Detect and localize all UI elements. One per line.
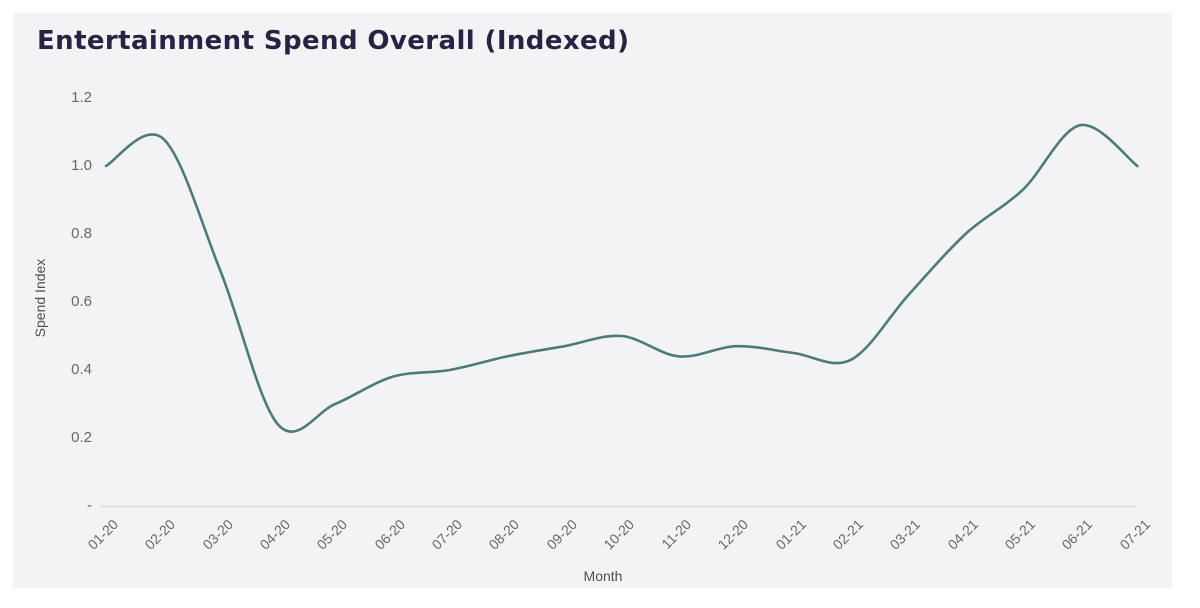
spend-index-line xyxy=(104,123,1139,433)
y-tick-label: 1.0 xyxy=(71,157,92,174)
y-tick-label: 0.6 xyxy=(71,293,92,310)
chart-title: Entertainment Spend Overall (Indexed) xyxy=(37,26,630,56)
x-axis-title: Month xyxy=(583,568,623,584)
y-tick-label: - xyxy=(87,497,92,514)
y-tick-label: 0.8 xyxy=(71,225,92,242)
line-chart xyxy=(100,123,1139,508)
y-tick-label: 0.4 xyxy=(71,361,92,378)
chart-panel: Entertainment Spend Overall (Indexed) Sp… xyxy=(13,13,1172,588)
y-tick-label: 1.2 xyxy=(71,89,92,106)
y-tick-label: 0.2 xyxy=(71,429,92,446)
